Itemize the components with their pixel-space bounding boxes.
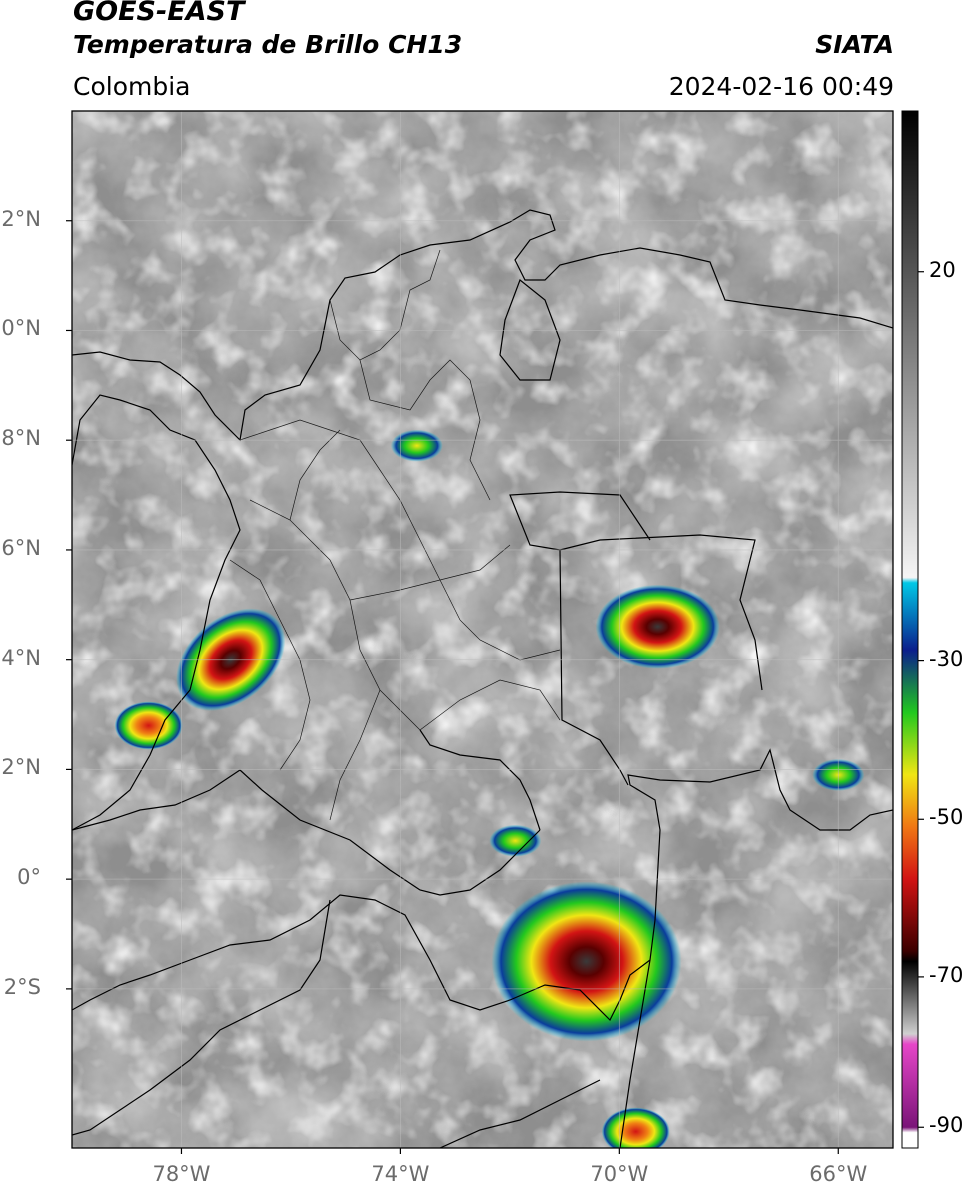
colorbar xyxy=(902,111,918,1148)
satellite-imagery xyxy=(72,111,893,1148)
colorbar-ticks xyxy=(918,271,924,1128)
colorbar-tick-label: -50 xyxy=(929,805,964,830)
lat-tick-label: 12°N xyxy=(0,206,41,231)
colorbar-tick-label: -30 xyxy=(929,646,964,671)
colorbar-tick-label: -90 xyxy=(929,1113,964,1138)
axis-ticks xyxy=(66,220,839,1154)
storm-cell xyxy=(489,824,542,857)
lat-tick-label: 2°S xyxy=(3,974,41,999)
product-title: Temperatura de Brillo CH13 xyxy=(73,30,463,59)
datetime-label: 2024-02-16 00:49 xyxy=(668,72,894,101)
storm-cell xyxy=(601,1107,670,1148)
storm-cell xyxy=(390,429,443,462)
borders xyxy=(72,209,893,1148)
storm-cell xyxy=(491,881,682,1042)
graticule xyxy=(72,111,893,1148)
institution-label: SIATA xyxy=(815,30,894,59)
storm-cell xyxy=(114,701,183,750)
lat-tick-label: 6°N xyxy=(1,535,41,560)
colorbar-frame xyxy=(901,110,919,1149)
lat-tick-label: 2°N xyxy=(1,755,41,780)
satellite-title: GOES-EAST xyxy=(73,0,245,27)
region-label: Colombia xyxy=(73,72,191,101)
storm-cell xyxy=(595,584,720,669)
map-frame xyxy=(71,110,894,1149)
colorbar-tick-label: -70 xyxy=(929,962,964,987)
colorbar-tick-label: 20 xyxy=(929,257,956,282)
lon-tick-label: 66°W xyxy=(809,1162,868,1186)
lon-tick-label: 70°W xyxy=(590,1162,649,1186)
lon-tick-label: 74°W xyxy=(371,1162,430,1186)
lat-tick-label: 10°N xyxy=(0,316,41,341)
lat-tick-label: 4°N xyxy=(1,645,41,670)
lon-tick-label: 78°W xyxy=(152,1162,211,1186)
lat-tick-label: 0° xyxy=(17,865,41,890)
lat-tick-label: 8°N xyxy=(1,426,41,451)
